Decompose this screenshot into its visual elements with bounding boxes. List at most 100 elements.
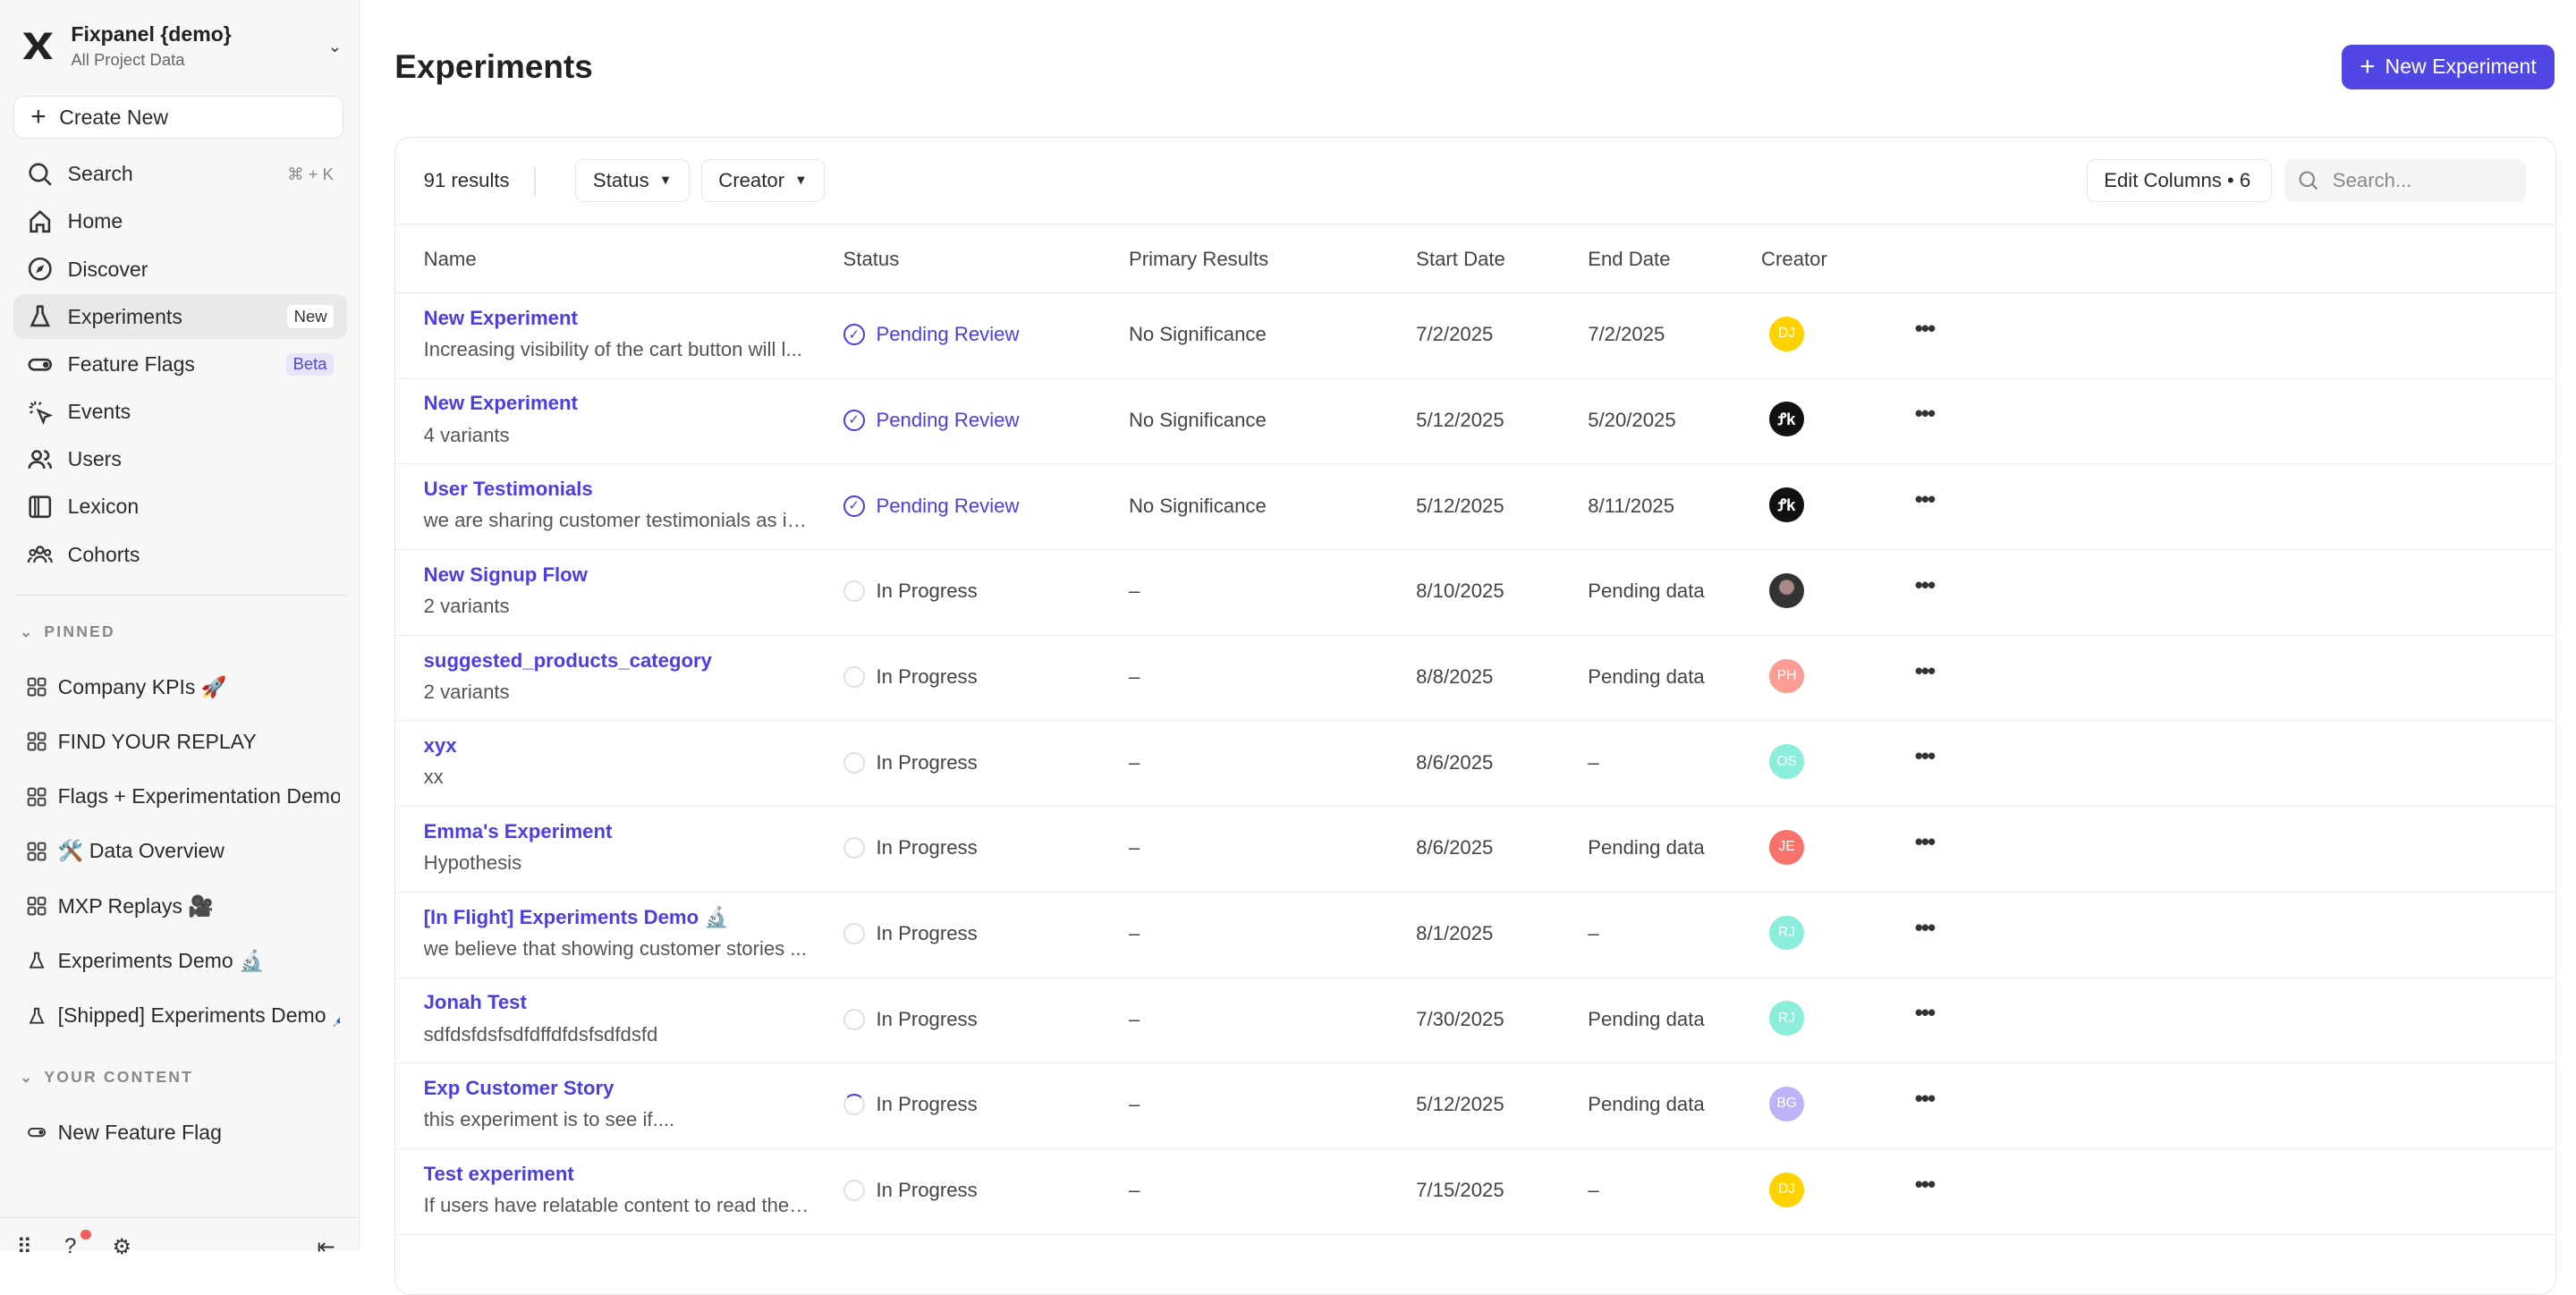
apps-grid-icon[interactable]: ⠿ [16, 1235, 33, 1260]
column-header-creator[interactable]: Creator [1761, 248, 1827, 271]
status-filter[interactable]: Status ▼ [575, 159, 690, 203]
board-icon [27, 787, 46, 806]
table-row[interactable]: New Signup Flow 2 variants In Progress – … [395, 550, 2556, 636]
pinned-item[interactable]: FIND YOUR REPLAY [27, 722, 341, 761]
sidebar-item-experiments[interactable]: Experiments New [13, 294, 347, 340]
more-options-icon[interactable]: ••• [1914, 572, 1936, 598]
project-switcher[interactable]: Fixpanel {demo} All Project Data ⌄ [20, 16, 342, 75]
table-row[interactable]: xyx xx In Progress – 8/6/2025 – OS ••• [395, 721, 2556, 808]
start-date: 8/10/2025 [1416, 580, 1504, 603]
sidebar-item-events[interactable]: Events [13, 390, 347, 435]
creator-avatar[interactable]: OS [1769, 744, 1805, 780]
sidebar-item-label: Lexicon [67, 495, 140, 519]
gear-icon[interactable]: ⚙ [112, 1235, 132, 1260]
end-date: Pending data [1588, 580, 1705, 603]
creator-avatar[interactable]: DJ [1769, 316, 1805, 351]
sidebar-item-cohorts[interactable]: Cohorts [13, 532, 347, 577]
pinned-item[interactable]: [Shipped] Experiments Demo 🖊️ [27, 996, 341, 1036]
table-row[interactable]: Exp Customer Story this experiment is to … [395, 1063, 2556, 1149]
column-header-primary-results[interactable]: Primary Results [1128, 248, 1269, 271]
experiment-name-link[interactable]: New Signup Flow [423, 563, 588, 586]
experiment-name-link[interactable]: suggested_products_category [423, 648, 712, 672]
help-icon[interactable]: ? [64, 1229, 91, 1259]
chevron-down-icon: ▼ [794, 174, 808, 189]
pinned-item-label: [Shipped] Experiments Demo 🖊️ [57, 1003, 341, 1028]
pinned-item[interactable]: MXP Replays 🎥 [27, 886, 341, 926]
experiment-name-link[interactable]: New Experiment [423, 392, 578, 415]
more-options-icon[interactable]: ••• [1914, 658, 1936, 684]
experiment-name-link[interactable]: Test experiment [423, 1162, 574, 1185]
pinned-item-label: MXP Replays 🎥 [57, 893, 215, 918]
status-label: In Progress [876, 1179, 978, 1202]
pinned-section-toggle[interactable]: ⌄ PINNED [20, 622, 115, 641]
sidebar-item-discover[interactable]: Discover [13, 247, 347, 292]
column-header-name[interactable]: Name [423, 248, 477, 271]
creator-avatar[interactable]: PH [1769, 658, 1805, 694]
edit-columns-button[interactable]: Edit Columns • 6 [2086, 159, 2272, 203]
more-options-icon[interactable]: ••• [1914, 829, 1936, 855]
creator-avatar[interactable]: BG [1769, 1087, 1805, 1121]
table-row[interactable]: [In Flight] Experiments Demo 🔬 we believe… [395, 893, 2556, 978]
app-logo [22, 32, 54, 60]
status-label: In Progress [876, 922, 978, 945]
more-options-icon[interactable]: ••• [1914, 1172, 1936, 1198]
create-new-button[interactable]: + Create New [13, 96, 343, 140]
sidebar-item-feature-flags[interactable]: Feature Flags Beta [13, 342, 347, 386]
creator-avatar[interactable]: Ꝭk [1769, 402, 1805, 437]
divider [534, 165, 537, 196]
status-badge: ✓ Pending Review [843, 323, 1019, 346]
sidebar-item-label: Feature Flags [67, 351, 195, 376]
table-row[interactable]: New Experiment Increasing visibility of t… [395, 293, 2556, 379]
pinned-item[interactable]: Experiments Demo 🔬 [27, 941, 341, 980]
more-options-icon[interactable]: ••• [1914, 402, 1936, 427]
new-experiment-button[interactable]: + New Experiment [2341, 44, 2555, 89]
search-box[interactable] [2284, 159, 2526, 203]
more-options-icon[interactable]: ••• [1914, 915, 1936, 941]
table-row[interactable]: Test experiment If users have relatable c… [395, 1149, 2556, 1235]
table-row[interactable]: User Testimonials we are sharing customer… [395, 464, 2556, 551]
sidebar-item-users[interactable]: Users [13, 437, 347, 482]
sidebar-item-lexicon[interactable]: Lexicon [13, 485, 347, 529]
table-row[interactable]: Emma's Experiment Hypothesis In Progress … [395, 807, 2556, 893]
experiment-description: 2 variants [423, 595, 510, 618]
pinned-item-label: FIND YOUR REPLAY [57, 729, 257, 753]
creator-filter[interactable]: Creator ▼ [700, 159, 826, 203]
collapse-sidebar-icon[interactable]: ⇤ [317, 1235, 335, 1260]
your-content-section-toggle[interactable]: ⌄ YOUR CONTENT [20, 1068, 193, 1087]
more-options-icon[interactable]: ••• [1914, 1087, 1936, 1113]
column-header-end-date[interactable]: End Date [1588, 248, 1671, 271]
experiment-name-link[interactable]: Emma's Experiment [423, 819, 613, 842]
experiment-name-link[interactable]: User Testimonials [423, 478, 593, 501]
board-icon [27, 677, 46, 697]
column-header-start-date[interactable]: Start Date [1416, 248, 1505, 271]
table-row[interactable]: suggested_products_category 2 variants In… [395, 636, 2556, 722]
creator-avatar-photo[interactable] [1769, 572, 1805, 608]
more-options-icon[interactable]: ••• [1914, 1001, 1936, 1027]
pinned-item[interactable]: Company KPIs 🚀 [27, 667, 341, 707]
experiment-name-link[interactable]: xyx [423, 734, 457, 758]
more-options-icon[interactable]: ••• [1914, 744, 1936, 770]
your-content-item[interactable]: New Feature Flag [27, 1113, 341, 1152]
table-row[interactable]: Jonah Test sdfdsfdsfsdfdffdfdsfsdfdsfd In… [395, 978, 2556, 1064]
column-header-status[interactable]: Status [843, 248, 900, 271]
search-input[interactable] [2329, 167, 2518, 195]
pinned-item[interactable]: Flags + Experimentation Demo 🧪 [27, 776, 340, 816]
nav-badge: Beta [286, 352, 334, 377]
creator-avatar[interactable]: RJ [1769, 915, 1805, 951]
more-options-icon[interactable]: ••• [1914, 487, 1936, 513]
experiment-name-link[interactable]: Jonah Test [423, 991, 527, 1014]
table-row[interactable]: New Experiment 4 variants ✓ Pending Review… [395, 379, 2556, 465]
experiment-description: 4 variants [423, 423, 510, 446]
experiment-name-link[interactable]: [In Flight] Experiments Demo 🔬 [423, 905, 729, 928]
plus-icon: + [2360, 51, 2376, 81]
pinned-item[interactable]: 🛠️ Data Overview [27, 832, 341, 871]
creator-avatar[interactable]: DJ [1769, 1172, 1805, 1207]
more-options-icon[interactable]: ••• [1914, 316, 1936, 342]
sidebar-item-home[interactable]: Home [13, 199, 347, 244]
creator-avatar[interactable]: RJ [1769, 1001, 1805, 1037]
creator-avatar[interactable]: Ꝭk [1769, 487, 1805, 522]
sidebar-item-search[interactable]: Search ⌘ + K [13, 152, 347, 197]
experiment-name-link[interactable]: Exp Customer Story [423, 1077, 614, 1100]
creator-avatar[interactable]: JE [1769, 829, 1805, 865]
experiment-name-link[interactable]: New Experiment [423, 306, 578, 329]
